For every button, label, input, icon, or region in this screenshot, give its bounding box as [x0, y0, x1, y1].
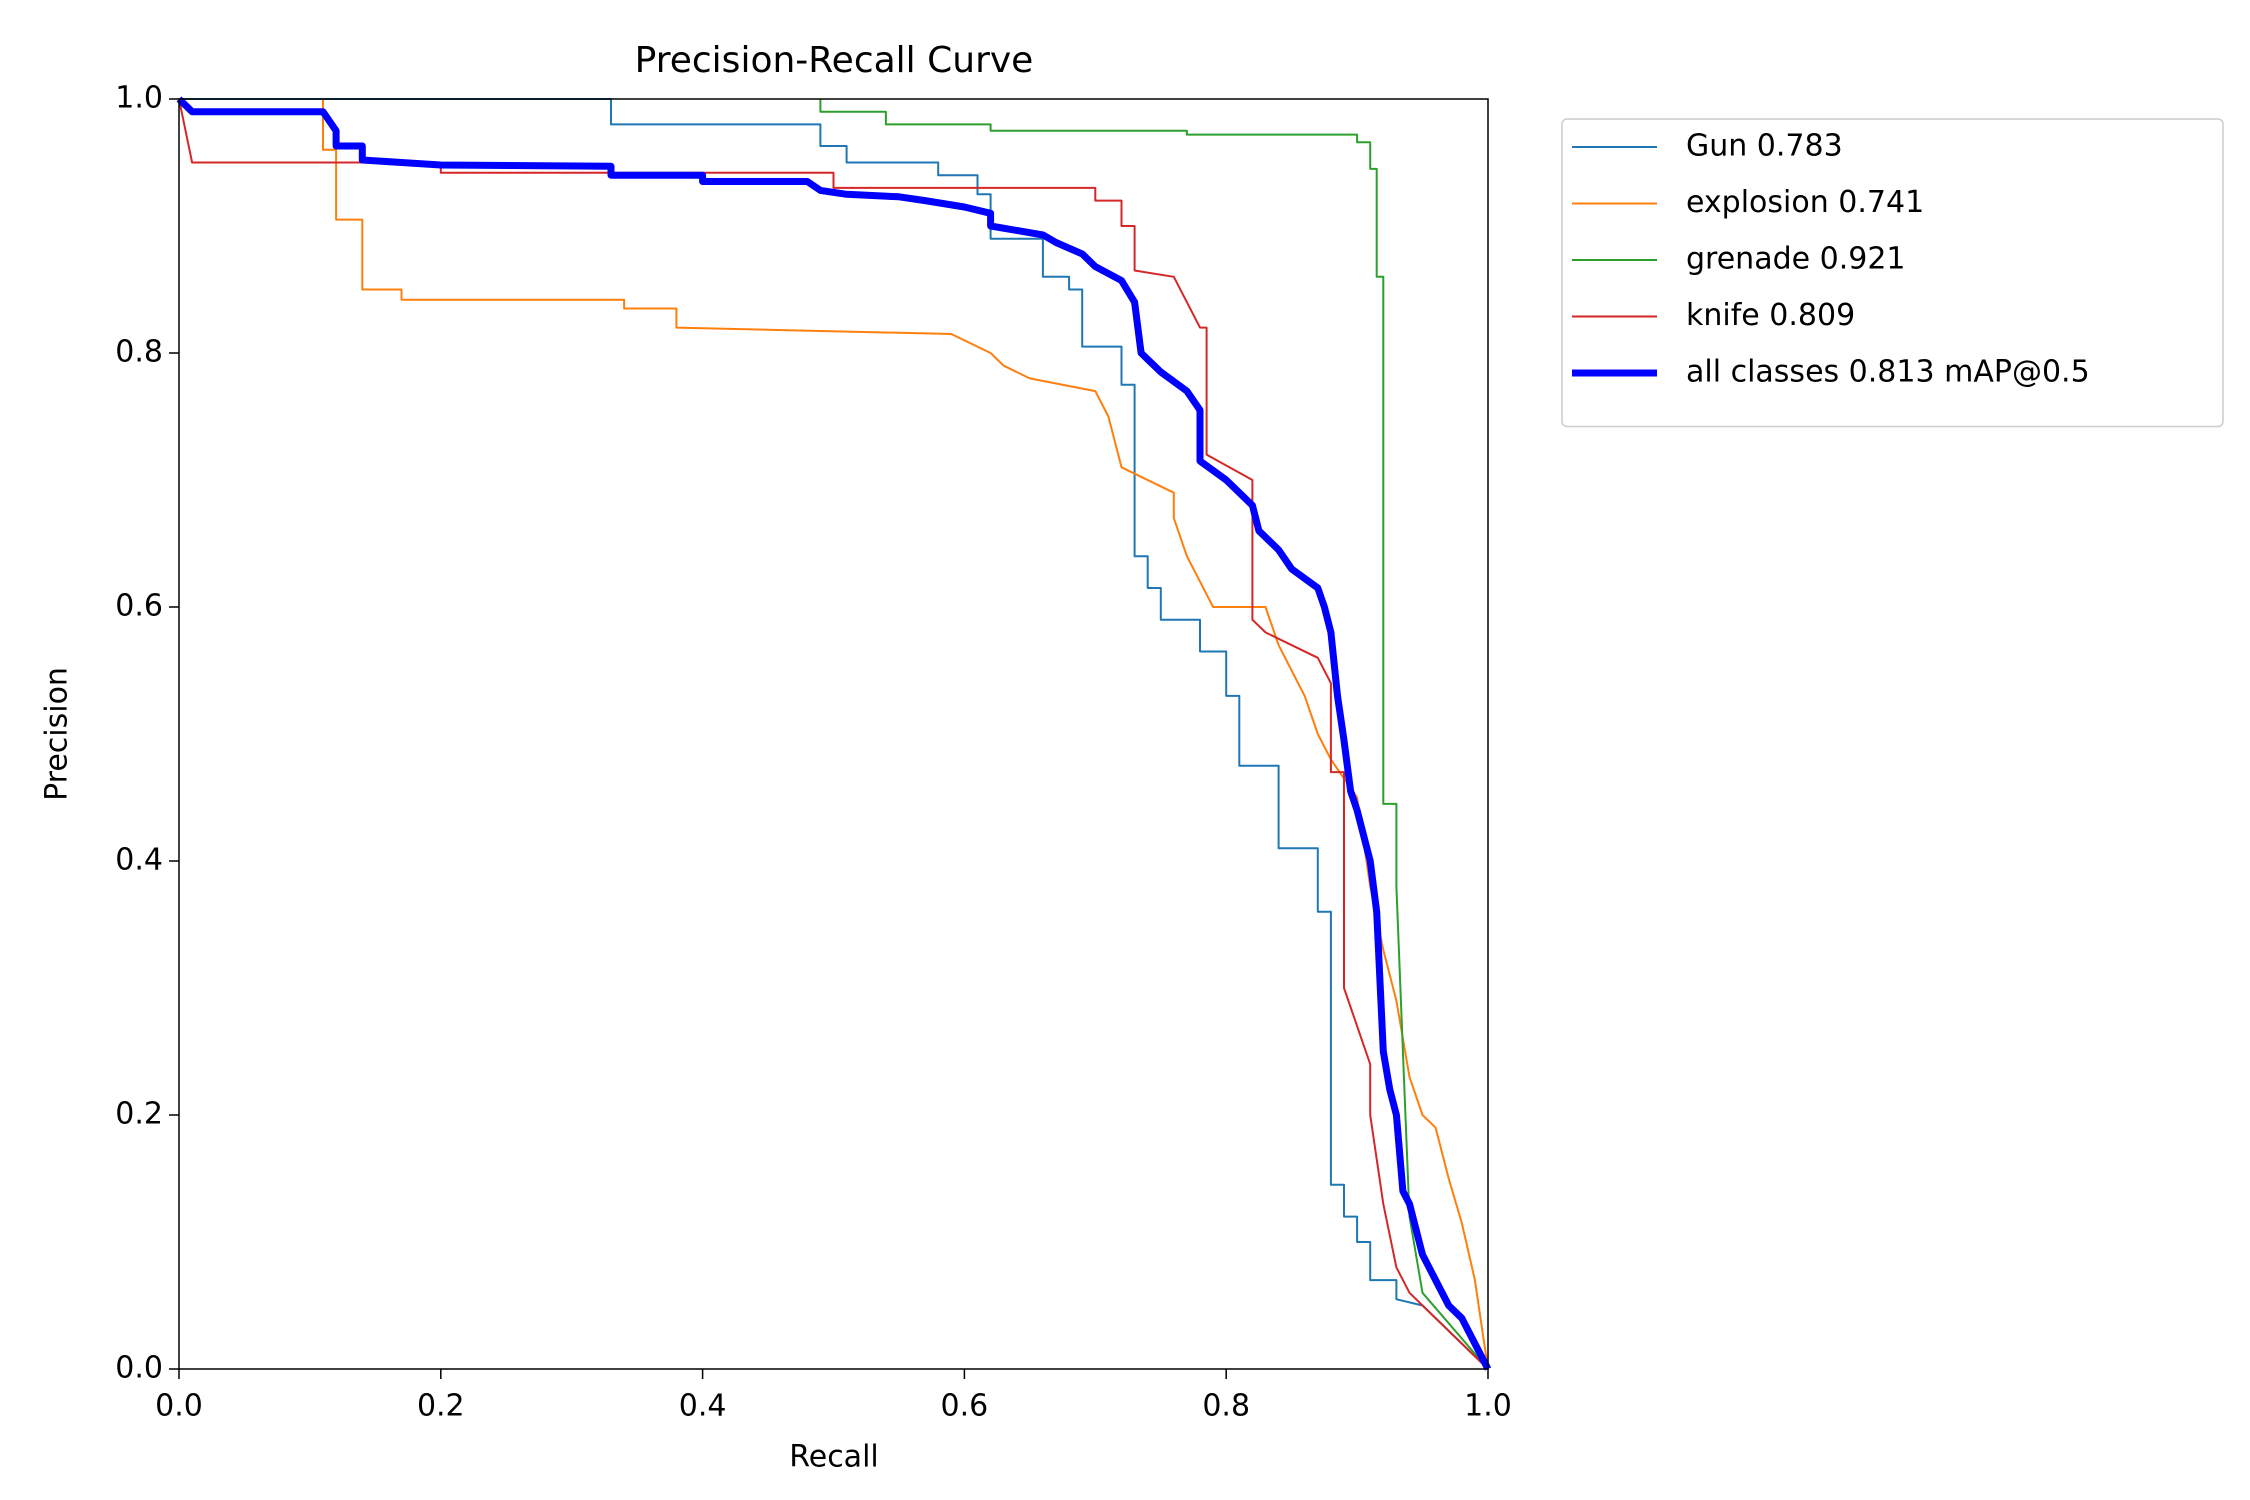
- pr-curve: [176, 96, 1492, 1371]
- legend-box: [1561, 118, 2224, 428]
- y-tick-label: 0.6: [115, 589, 163, 624]
- legend-label: all classes 0.813 mAP@0.5: [1686, 355, 2090, 390]
- x-axis-label: Recall: [789, 1440, 879, 1475]
- legend-label: grenade 0.921: [1686, 242, 1906, 277]
- y-tick-label: 0.8: [115, 335, 163, 370]
- legend-label: knife 0.809: [1686, 298, 1855, 333]
- x-tick-label: 0.6: [941, 1389, 989, 1424]
- x-tick-label: 0.8: [1202, 1389, 1250, 1424]
- legend-label: Gun 0.783: [1686, 129, 1843, 164]
- y-tick-label: 0.4: [115, 843, 163, 878]
- legend-label: explosion 0.741: [1686, 185, 1924, 220]
- plot-frame: [178, 98, 1489, 1370]
- pr-curve: [322, 99, 1489, 1370]
- chart-title: Precision-Recall Curve: [635, 40, 1034, 81]
- y-tick-label: 0.2: [115, 1097, 163, 1132]
- y-tick-label: 1.0: [115, 81, 163, 116]
- pr-curve: [178, 98, 1489, 1370]
- pr-curve: [819, 99, 1489, 1370]
- y-axis-label: Precision: [40, 667, 75, 801]
- x-tick-label: 1.0: [1464, 1389, 1512, 1424]
- x-tick-label: 0.0: [155, 1389, 203, 1424]
- pr-curve: [179, 98, 1489, 1370]
- x-tick-label: 0.2: [417, 1389, 465, 1424]
- x-tick-label: 0.4: [679, 1389, 727, 1424]
- y-tick-label: 0.0: [115, 1351, 163, 1386]
